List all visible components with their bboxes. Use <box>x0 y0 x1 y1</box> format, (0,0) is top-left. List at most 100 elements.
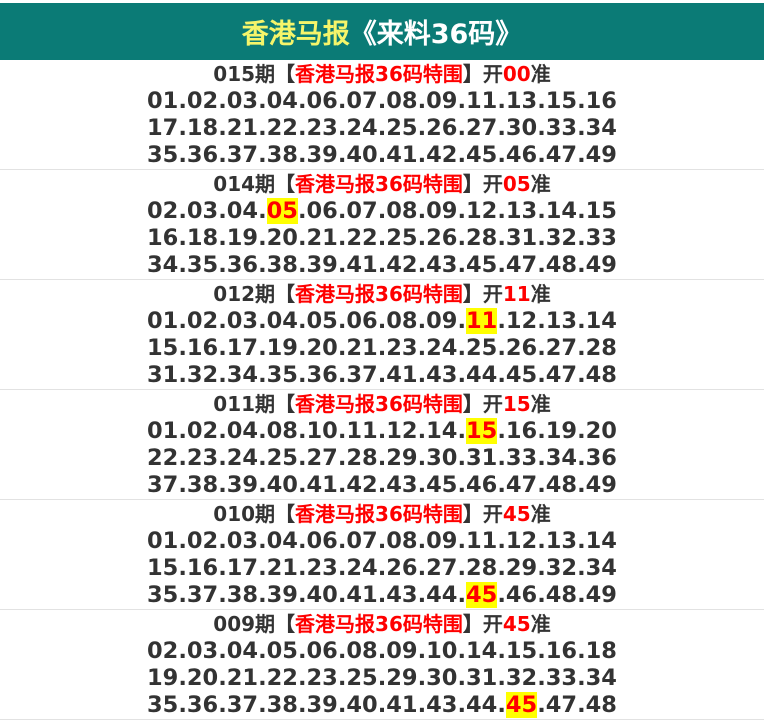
separator: . <box>377 582 387 608</box>
number: 41 <box>306 472 338 498</box>
number: 46 <box>505 582 538 608</box>
number: 23 <box>306 555 338 581</box>
issue-title: 015期【香港马报36码特围】开00准 <box>0 61 764 88</box>
separator: . <box>337 472 347 498</box>
separator: . <box>537 335 546 361</box>
number: 29 <box>505 555 538 581</box>
number: 35 <box>147 582 179 608</box>
number: 22 <box>147 445 179 471</box>
separator: . <box>577 115 586 141</box>
number-line: 15.16.17.19.20.21.23.24.25.26.27.28 <box>0 335 764 362</box>
separator: . <box>337 665 347 691</box>
number: 47 <box>545 692 578 718</box>
number: 16 <box>147 225 179 251</box>
result-number: 15 <box>502 392 531 416</box>
number: 48 <box>585 362 617 388</box>
number: 33 <box>585 225 617 251</box>
separator: . <box>337 418 347 444</box>
separator: . <box>218 115 227 141</box>
number: 19 <box>226 225 259 251</box>
number: 24 <box>346 555 378 581</box>
number: 31 <box>466 445 498 471</box>
separator: . <box>218 225 227 251</box>
page-header: 香港马报 《来料36码》 <box>0 3 764 60</box>
number-line: 01.02.04.08.10.11.12.14.15.16.19.20 <box>0 418 764 445</box>
separator: . <box>417 335 427 361</box>
separator: . <box>417 472 427 498</box>
number: 01 <box>147 88 179 114</box>
number: 27 <box>545 335 578 361</box>
separator: . <box>258 198 267 224</box>
number: 14 <box>585 528 617 554</box>
issue-block: 014期【香港马报36码特围】开05准 02.03.04.05.06.07.08.… <box>0 170 764 280</box>
separator: . <box>218 665 227 691</box>
separator: . <box>497 692 506 718</box>
number: 41 <box>386 142 418 168</box>
product-name: 香港马报36码特围 <box>295 62 463 86</box>
separator: . <box>417 418 427 444</box>
bracket-open: 【 <box>275 612 296 636</box>
number: 42 <box>426 142 458 168</box>
product-name: 香港马报36码特围 <box>295 392 463 416</box>
number: 30 <box>426 445 458 471</box>
separator: . <box>218 308 227 334</box>
separator: . <box>577 638 586 664</box>
separator: . <box>297 198 307 224</box>
number-line: 15.16.17.21.23.24.26.27.28.29.32.34 <box>0 555 764 582</box>
issue-title: 009期【香港马报36码特围】开45准 <box>0 611 764 638</box>
separator: . <box>377 528 387 554</box>
separator: . <box>258 665 267 691</box>
number: 16 <box>585 88 617 114</box>
separator: . <box>337 638 347 664</box>
period-number: 009 <box>213 612 256 636</box>
number: 12 <box>505 528 538 554</box>
number: 04 <box>266 88 298 114</box>
separator: . <box>178 665 187 691</box>
number: 35 <box>266 362 298 388</box>
issue-block: 009期【香港马报36码特围】开45准 02.03.04.05.06.08.09.… <box>0 610 764 720</box>
separator: . <box>297 555 307 581</box>
number: 09 <box>426 308 458 334</box>
number: 49 <box>585 472 617 498</box>
separator: . <box>577 692 586 718</box>
number-line: 37.38.39.40.41.42.43.45.46.47.48.49 <box>0 472 764 499</box>
number: 34 <box>147 252 179 278</box>
number: 19 <box>147 665 179 691</box>
number: 34 <box>585 115 617 141</box>
separator: . <box>337 362 347 388</box>
separator: . <box>497 445 506 471</box>
number: 23 <box>306 665 338 691</box>
number: 04 <box>226 638 259 664</box>
separator: . <box>377 198 387 224</box>
separator: . <box>297 528 307 554</box>
number: 43 <box>426 692 458 718</box>
separator: . <box>178 528 187 554</box>
separator: . <box>337 115 347 141</box>
number: 18 <box>186 225 219 251</box>
number: 47 <box>505 252 538 278</box>
separator: . <box>497 252 506 278</box>
number: 28 <box>585 335 617 361</box>
separator: . <box>417 88 427 114</box>
number: 33 <box>505 445 538 471</box>
number: 22 <box>346 225 378 251</box>
number: 24 <box>346 115 378 141</box>
separator: . <box>377 335 387 361</box>
separator: . <box>457 115 467 141</box>
number: 38 <box>266 142 298 168</box>
separator: . <box>457 638 467 664</box>
accurate-label: 准 <box>530 392 551 416</box>
number: 25 <box>466 335 498 361</box>
separator: . <box>218 445 227 471</box>
separator: . <box>218 472 227 498</box>
separator: . <box>258 638 267 664</box>
separator: . <box>178 225 187 251</box>
separator: . <box>297 142 307 168</box>
number: 48 <box>545 472 578 498</box>
number-line: 19.20.21.22.23.25.29.30.31.32.33.34 <box>0 665 764 692</box>
accurate-label: 准 <box>530 502 551 526</box>
separator: . <box>297 225 307 251</box>
number-line: 01.02.03.04.05.06.08.09.11.12.13.14 <box>0 308 764 335</box>
separator: . <box>497 528 506 554</box>
separator: . <box>297 418 307 444</box>
